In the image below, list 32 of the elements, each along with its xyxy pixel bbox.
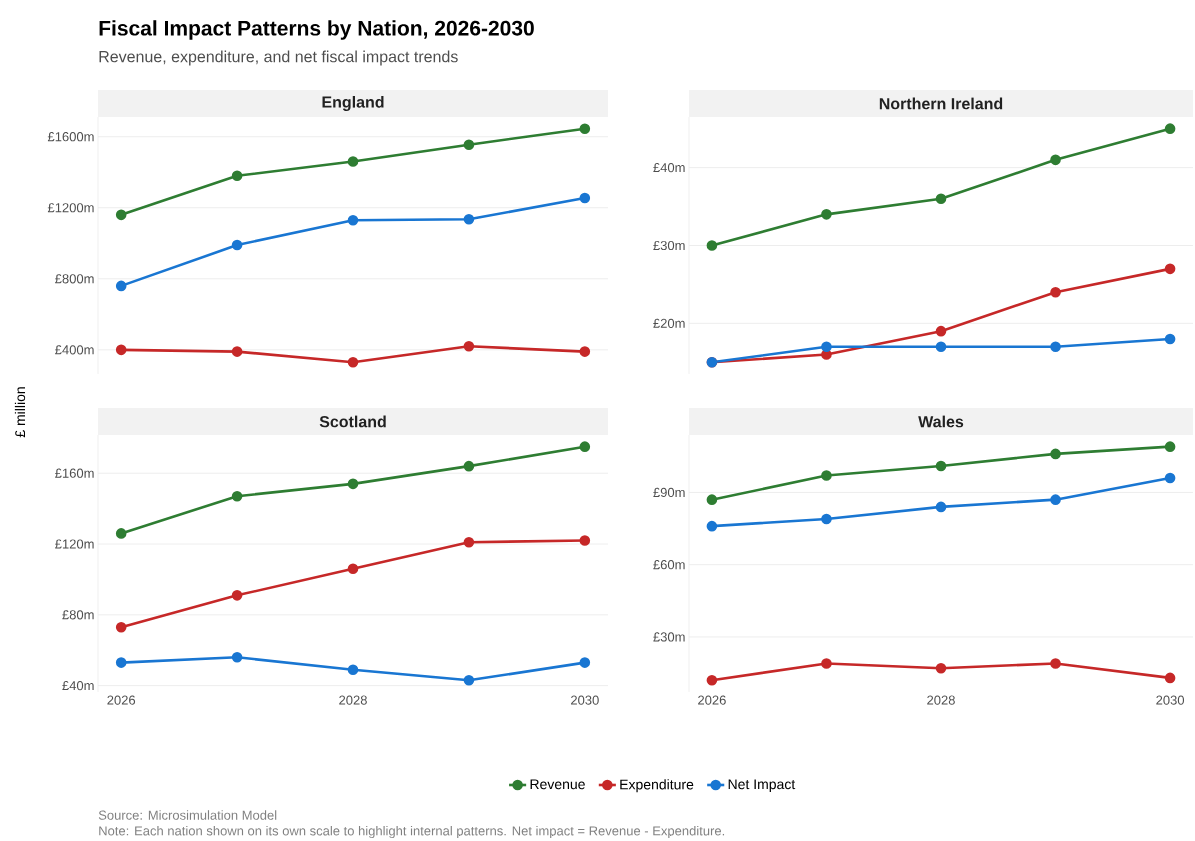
y-tick-label: £20m [653, 318, 685, 328]
text: Note: Each nation shown on its own scale to highlight internal patterns. Net impact = Revenue - Expenditure. [99, 825, 725, 839]
y-tick-label: £90m [653, 487, 685, 498]
y-tick-label: £120m [55, 539, 94, 549]
x-tick-label: 2028 [927, 695, 955, 705]
text: Revenue, expenditure, and net fiscal impact trends [99, 50, 458, 66]
chart-title: Wales [918, 415, 964, 428]
y-tick-label: £1200m [47, 203, 94, 213]
chart-title: Scotland [319, 415, 386, 428]
y-tick-label: £1600m [47, 132, 94, 142]
y-tick-label: £60m [653, 560, 685, 570]
y-tick-label: £400m [55, 345, 94, 355]
legend-label: Expenditure [620, 779, 694, 793]
y-axis-title: £ million [14, 387, 26, 438]
legend-label: Net Impact [728, 779, 796, 792]
y-tick-label: £40m [653, 163, 685, 173]
y-tick-label: £30m [653, 632, 685, 642]
y-tick-label: £80m [62, 610, 94, 620]
source-note: Source: Microsimulation Model [98, 810, 277, 820]
text: Fiscal Impact Patterns by Nation, 2026-2030 [99, 20, 534, 40]
y-tick-label: £40m [62, 681, 94, 691]
x-tick-label: 2026 [698, 695, 726, 705]
x-tick-label: 2030 [1156, 695, 1185, 705]
y-tick-label: £800m [55, 274, 94, 284]
y-tick-label: £160m [55, 468, 94, 478]
chart-title: Northern Ireland [879, 97, 1003, 110]
y-tick-label: £30m [653, 240, 685, 251]
x-tick-label: 2026 [107, 695, 136, 705]
legend-label: Revenue [530, 779, 585, 790]
chart-title: England [322, 96, 384, 111]
x-tick-label: 2028 [339, 695, 367, 705]
x-tick-label: 2030 [571, 695, 599, 705]
